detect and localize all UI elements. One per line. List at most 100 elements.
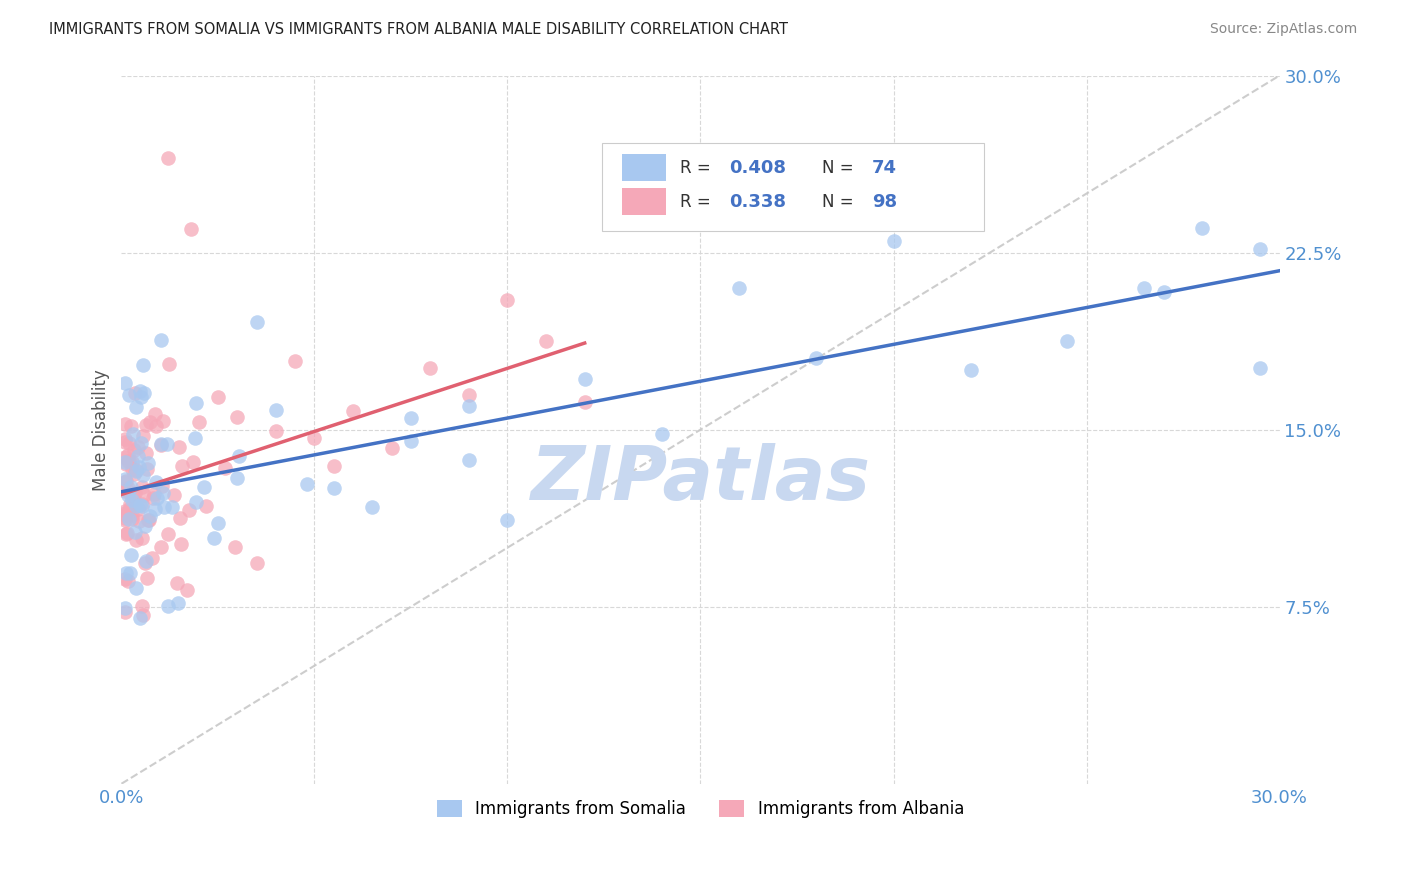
Point <box>131 499 153 513</box>
Point <box>180 222 202 236</box>
Point <box>157 526 180 541</box>
Point <box>115 457 138 471</box>
Point <box>157 357 180 371</box>
Point <box>156 151 179 165</box>
Point <box>806 351 828 365</box>
Point <box>114 601 136 615</box>
Point <box>959 363 981 377</box>
Point <box>1133 281 1156 295</box>
Point <box>419 361 441 376</box>
Point <box>574 394 596 409</box>
Point <box>457 399 479 413</box>
Point <box>120 548 142 562</box>
Point <box>124 386 146 401</box>
Point <box>142 486 165 500</box>
Point <box>128 460 150 475</box>
Text: IMMIGRANTS FROM SOMALIA VS IMMIGRANTS FROM ALBANIA MALE DISABILITY CORRELATION C: IMMIGRANTS FROM SOMALIA VS IMMIGRANTS FR… <box>49 22 789 37</box>
Point <box>114 434 136 449</box>
Point <box>138 513 160 527</box>
Point <box>114 450 136 464</box>
Point <box>131 599 153 614</box>
Point <box>117 448 139 462</box>
Point <box>114 475 136 489</box>
Point <box>118 566 141 581</box>
Point <box>121 511 143 525</box>
Point <box>114 511 136 525</box>
Point <box>166 596 188 610</box>
Point <box>883 234 905 248</box>
Point <box>1249 243 1271 257</box>
Point <box>122 497 145 511</box>
Point <box>193 480 215 494</box>
Point <box>118 497 141 511</box>
Point <box>184 396 207 410</box>
Point <box>122 443 145 458</box>
Point <box>150 478 173 492</box>
Point <box>125 581 148 595</box>
Point <box>141 551 163 566</box>
Point <box>139 508 162 523</box>
Point <box>117 481 139 495</box>
Point <box>183 455 205 469</box>
Point <box>117 454 139 468</box>
Point <box>399 410 422 425</box>
Point <box>131 531 153 545</box>
Point <box>120 418 142 433</box>
Point <box>152 486 174 500</box>
Point <box>125 401 148 415</box>
Point <box>207 516 229 530</box>
Point <box>135 554 157 568</box>
Point <box>184 495 207 509</box>
Point <box>121 462 143 476</box>
Point <box>150 333 173 347</box>
Point <box>127 450 149 464</box>
Point <box>245 557 267 571</box>
Point <box>135 418 157 433</box>
Point <box>149 437 172 451</box>
Point <box>122 427 145 442</box>
Point <box>228 450 250 464</box>
Point <box>114 433 136 447</box>
Point <box>129 498 152 512</box>
Point <box>381 441 404 455</box>
Point <box>1191 220 1213 235</box>
Point <box>131 497 153 511</box>
Text: N =: N = <box>823 159 859 177</box>
Point <box>136 462 159 476</box>
Point <box>187 415 209 429</box>
Point <box>117 574 139 589</box>
Point <box>128 514 150 528</box>
Text: 74: 74 <box>872 159 897 177</box>
Point <box>114 504 136 518</box>
Point <box>124 499 146 513</box>
Point <box>129 390 152 404</box>
Point <box>115 526 138 541</box>
Point <box>132 429 155 443</box>
Point <box>127 441 149 455</box>
Text: 0.408: 0.408 <box>730 159 786 177</box>
Point <box>121 455 143 469</box>
Point <box>179 503 201 517</box>
Point <box>157 599 180 614</box>
Point <box>118 435 141 450</box>
Point <box>170 537 193 551</box>
Point <box>134 487 156 501</box>
Point <box>120 500 142 515</box>
Point <box>134 519 156 533</box>
Point <box>143 502 166 516</box>
Point <box>132 607 155 622</box>
Point <box>114 513 136 527</box>
Point <box>115 475 138 489</box>
Point <box>214 460 236 475</box>
Point <box>226 471 249 485</box>
Point <box>118 512 141 526</box>
Point <box>143 407 166 421</box>
Text: R =: R = <box>679 193 716 211</box>
Point <box>284 354 307 368</box>
Text: R =: R = <box>679 159 716 177</box>
Point <box>304 431 326 445</box>
Point <box>114 572 136 586</box>
Point <box>118 485 141 500</box>
Point <box>136 513 159 527</box>
Point <box>245 314 267 328</box>
